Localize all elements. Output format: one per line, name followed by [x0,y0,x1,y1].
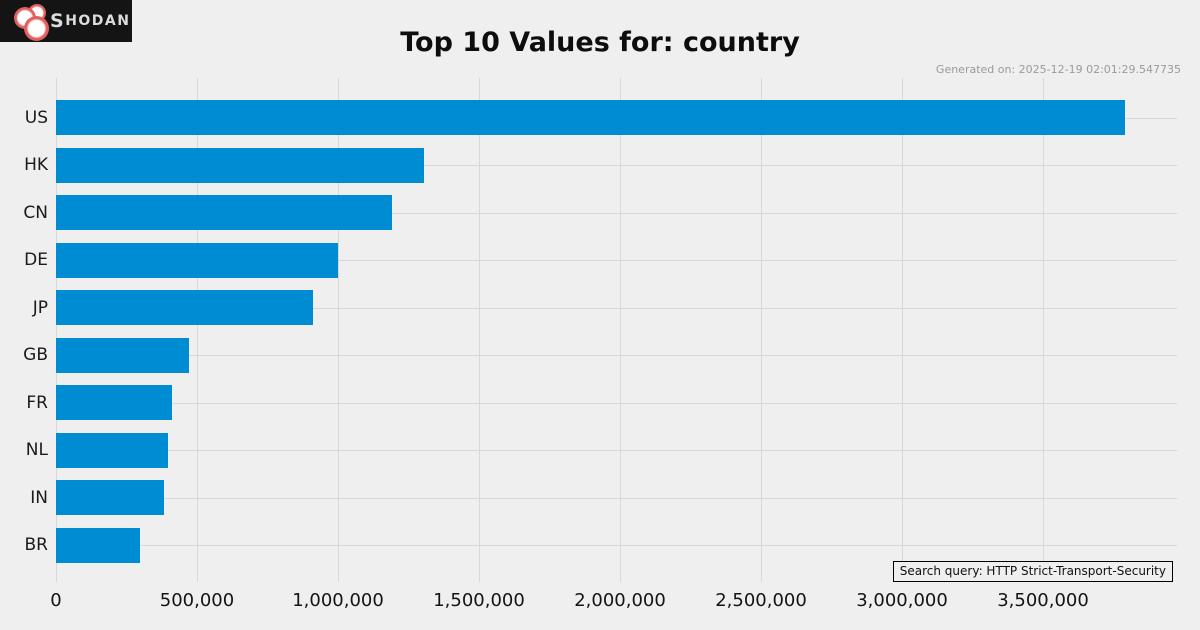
bar-cn [56,195,392,230]
x-tick-label: 1,000,000 [292,590,384,611]
y-gridline [56,212,1177,214]
y-tick-label: GB [23,345,48,365]
x-tick-label: 2,000,000 [574,590,666,611]
bar-in [56,480,164,515]
x-gridline [197,78,198,582]
generated-on-timestamp: Generated on: 2025-12-19 02:01:29.547735 [935,63,1181,76]
bar-fr [56,385,173,420]
y-tick-label: BR [24,535,48,555]
plot-area: 0 500,000 1,000,000 1,500,000 2,000,000 2,500… [23,78,1177,611]
y-tick-label: CN [23,202,48,223]
bar-gb [56,337,190,373]
bar-hk [56,147,425,183]
x-gridline [479,78,481,582]
y-tick-label: IN [30,487,48,508]
chart-title: Top 10 Values for: country [400,27,800,58]
y-tick-label: NL [25,440,48,460]
y-gridline [56,307,1177,309]
y-gridline [56,260,1177,261]
bar-de [56,242,338,278]
bar-nl [56,432,169,468]
y-gridline [56,402,1177,404]
x-gridline [761,78,763,582]
y-gridline [56,355,1177,356]
x-gridline [620,78,622,582]
y-tick-label: FR [26,392,48,413]
x-gridline [1043,78,1045,582]
y-gridline [56,545,1177,546]
y-tick-label: DE [24,250,48,270]
bar-br [56,527,141,563]
x-gridline [56,78,57,582]
x-gridline [338,78,339,582]
bar-us [56,100,1125,135]
shodan-logo-icon [0,0,50,42]
y-gridline [56,497,1177,499]
shodan-logo: S HODAN [0,0,132,42]
x-tick-label: 0 [50,590,62,611]
search-query-box: Search query: HTTP Strict-Transport-Secu… [892,561,1173,582]
x-tick-label: 2,500,000 [715,590,807,611]
shodan-logo-text: S HODAN [50,9,131,32]
x-tick-label: 1,500,000 [433,590,525,611]
x-gridline [902,78,904,582]
y-gridline [56,165,1177,166]
x-tick-label: 500,000 [159,590,235,611]
x-tick-label: 3,000,000 [856,590,948,611]
y-gridline [56,450,1177,451]
y-tick-label: JP [32,297,48,318]
y-tick-label: HK [24,155,48,175]
x-tick-label: 3,500,000 [997,590,1089,611]
search-query-text: Search query: HTTP Strict-Transport-Secu… [899,564,1166,578]
y-tick-label: US [24,107,48,128]
logo-dot-large [24,16,49,41]
bar-jp [56,290,313,325]
